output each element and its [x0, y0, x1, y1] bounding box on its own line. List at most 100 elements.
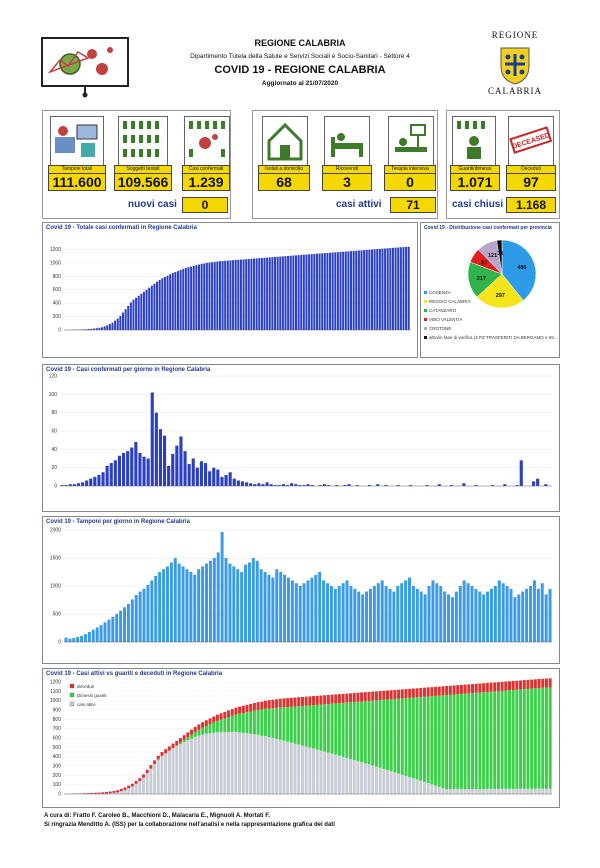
recovered-bar — [175, 745, 179, 746]
total-cases-bar — [140, 293, 143, 330]
daily-tests-bar — [134, 594, 138, 642]
total-cases-bar — [363, 250, 366, 330]
deceased-bar — [142, 774, 145, 778]
deceased-bar — [186, 732, 190, 738]
active-bar — [134, 783, 138, 794]
total-cases-bar — [271, 257, 274, 330]
total-cases-bar — [260, 257, 263, 330]
recovered-bar — [397, 698, 401, 774]
recovered-bar — [463, 693, 467, 789]
recovered-bar — [267, 708, 271, 738]
total-cases-bar — [85, 329, 88, 330]
recovered-bar — [489, 691, 493, 789]
update-date: Aggiornato al 21/07/2020 — [261, 80, 339, 87]
active-recovered-legend-swatch — [69, 692, 75, 698]
daily-cases-bar — [117, 455, 122, 486]
daily-cases-bar — [203, 463, 208, 486]
daily-tests-bar — [349, 586, 353, 642]
recovered-bar — [215, 720, 219, 733]
active-bar — [167, 750, 171, 794]
daily-tests-bar — [95, 627, 99, 642]
active-bar — [178, 743, 182, 794]
pie-slice-value: 31 — [497, 251, 503, 257]
recovered-bar — [271, 708, 275, 738]
total-cases-bar — [253, 258, 256, 330]
total-cases-bar — [195, 265, 198, 330]
total-cases-y-tick: 400 — [53, 301, 62, 307]
daily-cases-bar — [109, 463, 113, 486]
recovered-bar — [430, 696, 434, 785]
daily-cases-bar — [281, 484, 286, 486]
recovered-bar — [330, 703, 334, 754]
daily-cases-bar — [322, 484, 327, 486]
stat-value-confirmed: 1.239 — [182, 173, 230, 191]
deceased-bar — [204, 720, 208, 726]
active-bar — [326, 752, 330, 794]
active-bar — [482, 788, 486, 794]
daily-tests-bar — [521, 591, 525, 642]
daily-cases-bar — [265, 482, 269, 486]
total-cases-bar — [229, 260, 232, 330]
total-cases-bar — [258, 258, 261, 330]
deceased-bar — [485, 682, 489, 692]
new-cases-label: nuovi casi — [128, 199, 177, 210]
recovered-bar — [360, 701, 364, 763]
active-bar — [434, 785, 438, 794]
chart-daily-cases-title: Covid 19 - Casi confermati per giorno in… — [46, 367, 211, 373]
deceased-bar — [223, 711, 227, 719]
pie-legend-label: CATANZARO — [429, 308, 457, 313]
deceased-bar — [408, 688, 412, 698]
daily-cases-bar — [310, 485, 314, 486]
daily-cases-bar — [269, 484, 273, 486]
region-logo-bottom-text: CALABRIA — [487, 86, 542, 96]
total-cases-bar — [297, 255, 300, 330]
total-cases-bar — [391, 247, 394, 330]
active-recovered-y-tick: 1200 — [50, 680, 61, 686]
daily-cases-bar — [355, 485, 359, 486]
daily-tests-bar — [548, 588, 552, 642]
daily-cases-bar — [425, 485, 429, 486]
active-bar — [330, 753, 334, 794]
active-bar — [467, 788, 471, 794]
active-recovered-legend-label: deceduti — [77, 684, 94, 689]
total-cases-bar — [127, 305, 130, 330]
active-bar — [422, 781, 426, 794]
pie-slice-value: 121 — [488, 253, 497, 259]
total-cases-bar — [300, 254, 303, 330]
daily-tests-bar — [294, 583, 298, 642]
daily-cases-bar — [290, 483, 294, 486]
recovered-bar — [456, 694, 460, 790]
recovered-bar — [326, 704, 330, 753]
active-bar — [448, 789, 452, 794]
recovered-bar — [308, 705, 312, 748]
deceased-bar — [415, 688, 419, 698]
deceased-bar — [238, 706, 242, 714]
recovered-bar — [212, 722, 216, 733]
daily-cases-bar — [183, 451, 187, 486]
daily-tests-bar — [279, 572, 283, 642]
recovered-bar — [278, 707, 282, 740]
pie-slice-value: 297 — [496, 293, 505, 299]
deceased-bar — [459, 684, 463, 694]
daily-tests-bar — [368, 588, 372, 642]
daily-tests-bar — [486, 591, 490, 642]
deceased-bar — [271, 699, 275, 709]
active-bar — [496, 788, 500, 794]
header-dept: Dipartimento Tutela della Salute e Servi… — [190, 53, 410, 60]
total-cases-bar — [232, 260, 235, 330]
recovered-bar — [304, 705, 308, 747]
daily-cases-bar — [462, 483, 466, 486]
deceased-bar — [227, 710, 230, 718]
daily-cases-bar — [199, 461, 204, 486]
active-bar — [278, 739, 282, 794]
active-bar — [271, 738, 275, 794]
active-bar — [212, 732, 216, 794]
active-bar — [238, 732, 242, 794]
deceased-bar — [463, 684, 467, 694]
active-bar — [522, 788, 526, 794]
daily-cases-bar — [249, 483, 253, 486]
daily-tests-bar — [493, 586, 497, 642]
daily-tests-bar — [532, 580, 536, 642]
daily-tests-bar — [388, 588, 392, 642]
closed-cases-value: 1.168 — [506, 197, 556, 213]
